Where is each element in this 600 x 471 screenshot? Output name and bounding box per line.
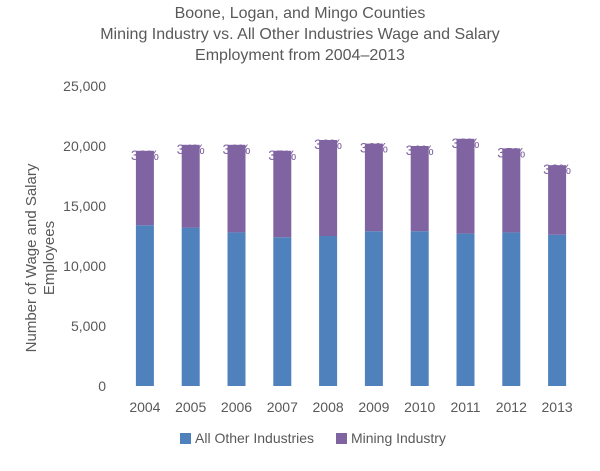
bar-other-industries-2009 bbox=[364, 231, 383, 386]
x-tick-label-2004: 2004 bbox=[129, 399, 160, 415]
legend-swatch-other-industries bbox=[180, 433, 191, 444]
bar-mining-2009 bbox=[364, 143, 383, 232]
x-tick-label-2011: 2011 bbox=[450, 399, 480, 415]
y-tick-label: 20,000 bbox=[63, 138, 106, 154]
data-label-2007: 37% bbox=[268, 147, 296, 163]
legend-label-mining: Mining Industry bbox=[351, 430, 446, 446]
data-label-2013: 32% bbox=[543, 161, 571, 177]
x-tick-label-2009: 2009 bbox=[358, 399, 389, 415]
x-tick-label-2008: 2008 bbox=[313, 399, 344, 415]
bar-mining-2011 bbox=[456, 138, 475, 234]
y-tick-label: 15,000 bbox=[63, 198, 106, 214]
bar-other-industries-2013 bbox=[548, 234, 567, 386]
y-axis-title-line-1: Number of Wage and Salary bbox=[23, 163, 40, 352]
data-label-2004: 32% bbox=[131, 147, 159, 163]
bar-mining-2007 bbox=[273, 150, 292, 238]
bar-other-industries-2008 bbox=[319, 236, 338, 386]
bar-other-industries-2005 bbox=[181, 227, 200, 386]
x-tick-label-2013: 2013 bbox=[542, 399, 573, 415]
data-label-2008: 39% bbox=[314, 136, 342, 152]
chart-title-line-3: Employment from 2004–2013 bbox=[195, 47, 405, 64]
y-axis-ticks: 0 5,000 10,000 15,000 20,000 25,000 bbox=[63, 78, 106, 394]
y-tick-label: 25,000 bbox=[63, 78, 106, 94]
bar-mining-2004 bbox=[135, 150, 154, 226]
x-tick-label-2012: 2012 bbox=[496, 399, 527, 415]
chart-title-line-1: Boone, Logan, and Mingo Counties bbox=[174, 5, 426, 22]
bar-other-industries-2010 bbox=[410, 231, 429, 386]
bar-mining-2012 bbox=[502, 148, 521, 233]
bar-other-industries-2011 bbox=[456, 233, 475, 386]
legend-label-other-industries: All Other Industries bbox=[195, 430, 314, 446]
legend: All Other Industries Mining Industry bbox=[180, 430, 446, 446]
bar-other-industries-2007 bbox=[273, 237, 292, 386]
bar-mining-2010 bbox=[410, 146, 429, 232]
y-tick-label: 5,000 bbox=[71, 318, 106, 334]
bar-other-industries-2004 bbox=[135, 225, 154, 386]
x-tick-label-2007: 2007 bbox=[267, 399, 298, 415]
data-label-2009: 36% bbox=[360, 140, 388, 156]
y-tick-label: 10,000 bbox=[63, 258, 106, 274]
data-labels-group: 32% 34% 36% 37% 39% 36% 36% 38% 35% 32% bbox=[131, 135, 571, 177]
legend-swatch-mining bbox=[336, 433, 347, 444]
data-label-2012: 35% bbox=[497, 144, 525, 160]
data-label-2006: 36% bbox=[222, 141, 250, 157]
bar-other-industries-2012 bbox=[502, 232, 521, 386]
y-tick-label: 0 bbox=[98, 378, 106, 394]
bar-mining-2006 bbox=[227, 144, 246, 233]
bar-other-industries-2006 bbox=[227, 232, 246, 386]
x-tick-label-2010: 2010 bbox=[404, 399, 435, 415]
chart-title-line-2: Mining Industry vs. All Other Industries… bbox=[100, 26, 500, 43]
y-axis-title: Number of Wage and Salary Employees bbox=[23, 163, 58, 352]
x-axis-ticks: 2004 2005 2006 2007 2008 2009 2010 2011 2012 2013 bbox=[129, 399, 573, 415]
bar-mining-2013 bbox=[548, 165, 567, 235]
y-axis-title-line-2: Employees bbox=[41, 221, 58, 295]
x-tick-label-2005: 2005 bbox=[175, 399, 206, 415]
x-tick-label-2006: 2006 bbox=[221, 399, 252, 415]
data-label-2010: 36% bbox=[406, 142, 434, 158]
data-label-2011: 38% bbox=[451, 135, 479, 151]
bars-group bbox=[135, 138, 567, 386]
data-label-2005: 34% bbox=[177, 141, 205, 157]
bar-mining-2008 bbox=[319, 140, 338, 236]
bar-mining-2005 bbox=[181, 144, 200, 228]
